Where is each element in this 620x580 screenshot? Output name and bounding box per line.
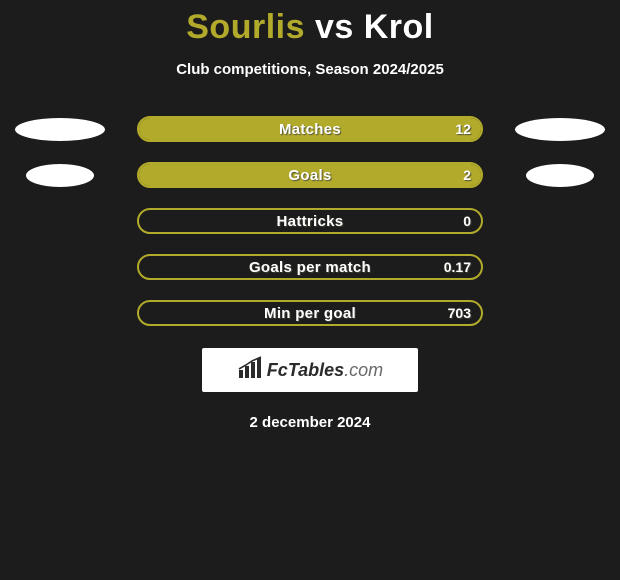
stats-rows: Matches12 Goals2 Hattricks0 Goals per match… (0, 116, 620, 326)
stat-bar: Hattricks0 (137, 208, 483, 234)
stat-label: Min per goal (139, 302, 481, 324)
logo-text: FcTables.com (267, 360, 383, 381)
logo-brand-tail: Tables (288, 360, 344, 380)
stat-label: Matches (139, 118, 481, 140)
stat-bar: Goals2 (137, 162, 483, 188)
ellipse-icon (515, 118, 605, 141)
stat-value: 2 (463, 164, 471, 186)
stat-right-magnitude (510, 164, 610, 187)
stat-bar: Min per goal703 (137, 300, 483, 326)
title-player2: Krol (364, 8, 434, 46)
title-player1: Sourlis (186, 8, 305, 46)
stat-left-magnitude (10, 118, 110, 141)
page-title: Sourlis vs Krol (0, 0, 620, 47)
stat-row: Min per goal703 (10, 300, 610, 326)
stat-bar: Matches12 (137, 116, 483, 142)
stat-label: Goals (139, 164, 481, 186)
stat-bar: Goals per match0.17 (137, 254, 483, 280)
stat-right-magnitude (510, 118, 610, 141)
stat-row: Goals per match0.17 (10, 254, 610, 280)
ellipse-icon (526, 164, 594, 187)
title-vs: vs (315, 8, 354, 46)
stat-value: 703 (448, 302, 471, 324)
logo-brand-suffix: .com (344, 360, 383, 380)
date-text: 2 december 2024 (0, 414, 620, 431)
stat-value: 12 (455, 118, 471, 140)
ellipse-icon (15, 118, 105, 141)
stat-left-magnitude (10, 164, 110, 187)
logo-box: FcTables.com (202, 348, 418, 392)
stat-row: Goals2 (10, 162, 610, 188)
comparison-card: Sourlis vs Krol Club competitions, Seaso… (0, 0, 620, 580)
stat-label: Goals per match (139, 256, 481, 278)
logo-brand-head: Fc (267, 360, 288, 380)
ellipse-icon (26, 164, 94, 187)
chart-icon (237, 356, 263, 385)
stat-label: Hattricks (139, 210, 481, 232)
stat-row: Matches12 (10, 116, 610, 142)
subtitle: Club competitions, Season 2024/2025 (0, 61, 620, 78)
stat-row: Hattricks0 (10, 208, 610, 234)
stat-value: 0 (463, 210, 471, 232)
stat-value: 0.17 (444, 256, 471, 278)
